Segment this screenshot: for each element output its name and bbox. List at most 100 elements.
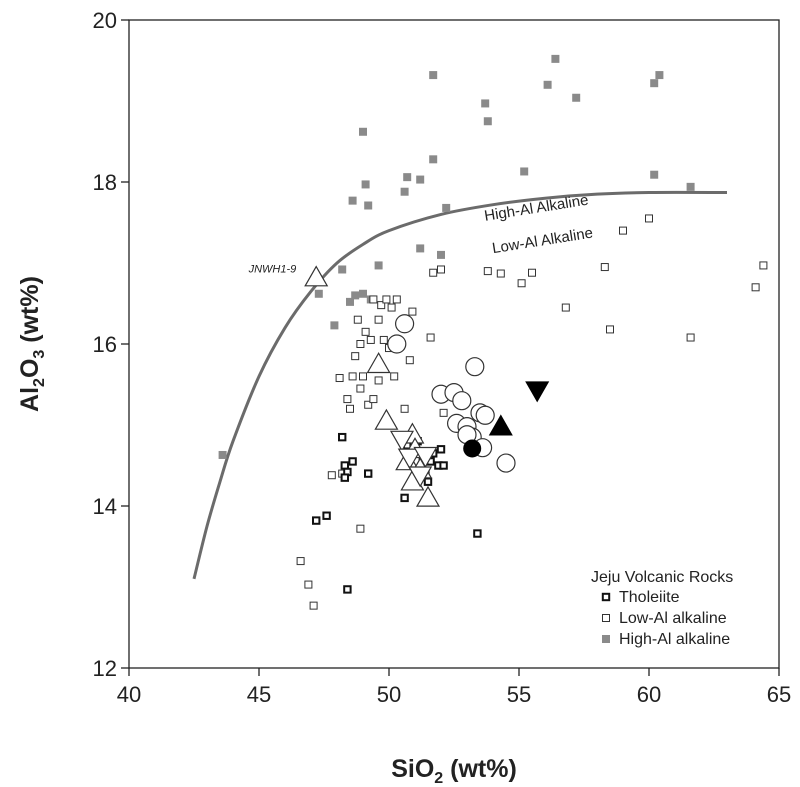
x-tick-label: 45 xyxy=(247,682,271,707)
data-point-triangle-down-filled xyxy=(525,381,550,403)
data-point-square-open xyxy=(751,283,760,292)
data-point-square-thick xyxy=(423,477,433,486)
data-point-square-open xyxy=(437,265,445,274)
data-point-square-filled xyxy=(686,182,695,191)
data-point-triangle-up-open xyxy=(304,265,329,287)
data-point-triangle-down-open xyxy=(389,430,415,452)
data-point-square-filled xyxy=(481,99,490,108)
high-low-al-divider-curve xyxy=(192,190,728,580)
data-point-square-open xyxy=(364,400,373,409)
data-point-square-open xyxy=(619,226,627,235)
data-point-square-thick xyxy=(340,473,350,482)
data-point-square-filled xyxy=(543,80,552,89)
data-point-square-open xyxy=(405,356,414,365)
data-point-square-open xyxy=(359,372,367,381)
axis-ticks: 40 45 50 55 60 65 12 14 16 18 20 xyxy=(93,8,792,707)
data-point-square-open xyxy=(351,352,360,361)
data-point-square-open xyxy=(606,325,614,334)
series-triangle-down-filled xyxy=(525,381,550,403)
y-tick-label: 18 xyxy=(93,170,117,195)
data-point-square-open xyxy=(426,333,435,342)
data-point-square-open xyxy=(759,261,768,270)
data-point-square-filled xyxy=(314,289,323,298)
legend-title: Jeju Volcanic Rocks xyxy=(591,569,733,586)
legend-entry-label: Low-Al alkaline xyxy=(619,610,727,627)
data-point-square-filled xyxy=(416,244,425,253)
data-point-square-open xyxy=(327,471,336,480)
x-tick-label: 60 xyxy=(637,682,661,707)
x-tick-label: 40 xyxy=(117,682,141,707)
data-point-square-filled xyxy=(361,180,370,189)
data-point-square-open xyxy=(496,269,505,278)
legend-marker xyxy=(601,592,611,602)
data-point-square-open xyxy=(296,557,305,566)
legend-marker xyxy=(602,614,610,622)
data-point-triangle-down-open xyxy=(397,448,422,470)
data-point-square-open xyxy=(343,395,352,404)
data-point-square-filled xyxy=(551,54,560,63)
data-point-square-open xyxy=(356,340,365,348)
curve-label-low-al: Low-Al Alkaline xyxy=(491,225,594,258)
data-point-square-filled xyxy=(437,250,445,259)
data-point-square-filled xyxy=(416,175,425,184)
series-square-open xyxy=(296,214,768,610)
data-point-square-filled xyxy=(346,297,354,306)
sample-annotation: JNWH1-9 xyxy=(248,264,297,276)
data-point-square-open xyxy=(645,214,653,223)
y-tick-label: 12 xyxy=(93,656,117,681)
data-point-square-open xyxy=(517,279,526,288)
y-tick-label: 20 xyxy=(93,8,117,33)
data-point-square-filled xyxy=(650,170,659,179)
data-point-square-thick xyxy=(364,469,373,478)
x-tick-label: 65 xyxy=(767,682,791,707)
data-point-square-open xyxy=(686,333,695,342)
data-point-square-open xyxy=(377,301,386,310)
data-point-square-filled xyxy=(655,71,664,80)
data-point-square-open xyxy=(361,327,370,336)
data-point-square-filled xyxy=(442,203,451,212)
data-points xyxy=(218,54,768,610)
data-point-triangle-down-open xyxy=(413,446,438,468)
data-point-square-filled xyxy=(330,321,339,330)
curve-label-high-al: High-Al Alkaline xyxy=(483,192,589,225)
data-point-square-filled xyxy=(348,196,357,205)
data-point-square-open xyxy=(356,524,365,533)
data-point-square-open xyxy=(335,374,344,383)
series-triangle-up-open xyxy=(304,265,441,507)
legend-marker xyxy=(602,635,610,643)
data-point-square-open xyxy=(353,315,362,324)
data-point-square-filled xyxy=(483,117,492,126)
data-point-square-open xyxy=(304,580,313,589)
data-point-square-filled xyxy=(359,289,367,298)
x-tick-label: 55 xyxy=(507,682,531,707)
data-point-circle-open xyxy=(395,314,415,334)
data-point-square-open xyxy=(408,307,417,316)
series-square-thick xyxy=(312,432,482,594)
data-point-circle-filled xyxy=(463,439,482,458)
data-point-square-open xyxy=(356,384,365,393)
legend: Jeju Volcanic Rocks Tholeiite Low-Al alkal… xyxy=(591,569,733,648)
legend-entry-label: High-Al alkaline xyxy=(619,631,730,648)
legend-entry-label: Tholeiite xyxy=(619,589,680,606)
data-point-triangle-up-open xyxy=(374,408,399,430)
data-point-square-thick xyxy=(436,445,446,454)
data-point-square-thick xyxy=(348,457,357,466)
data-point-square-thick xyxy=(400,493,409,503)
data-point-square-open xyxy=(369,295,378,304)
data-point-square-filled xyxy=(359,127,367,136)
data-point-square-open xyxy=(309,601,318,610)
data-point-square-open xyxy=(439,408,448,417)
data-point-triangle-up-open xyxy=(366,352,391,374)
series-triangle-down-open xyxy=(389,430,438,488)
data-point-square-open xyxy=(392,295,401,304)
data-point-square-open xyxy=(400,404,409,413)
data-point-square-thick xyxy=(338,432,347,442)
data-point-square-open xyxy=(379,335,388,344)
data-point-square-thick xyxy=(343,585,352,594)
data-point-triangle-up-open xyxy=(415,485,441,507)
data-point-square-open xyxy=(366,335,375,344)
data-point-square-open xyxy=(374,315,383,324)
data-point-square-thick xyxy=(312,516,321,525)
